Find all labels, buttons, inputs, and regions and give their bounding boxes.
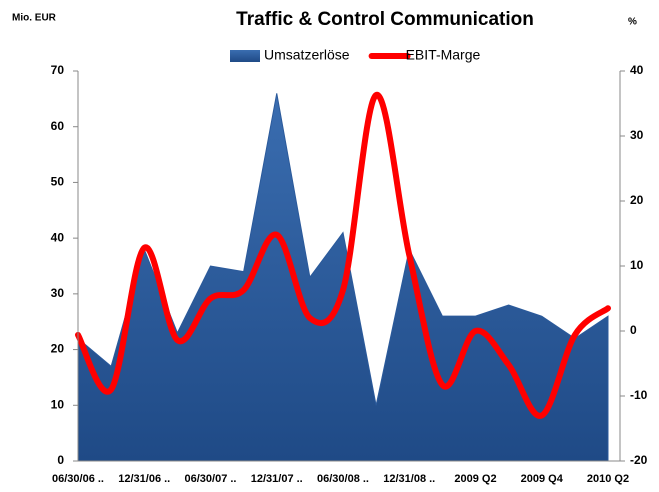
- legend-label: Umsatzerlöse: [264, 47, 350, 63]
- legend-label: EBIT-Marge: [406, 47, 481, 63]
- x-tick-label: 2009 Q4: [521, 473, 564, 485]
- chart-title: Traffic & Control Communication: [236, 9, 534, 30]
- y2-tick-label: 20: [630, 193, 644, 207]
- y-axis-label: Mio. EUR: [12, 13, 57, 24]
- y-tick-label: 60: [51, 119, 65, 133]
- x-tick-label: 06/30/06 ..: [52, 473, 104, 485]
- y2-axis-label: %: [628, 17, 637, 28]
- y-tick-label: 30: [51, 286, 65, 300]
- y2-tick-label: -10: [630, 388, 648, 402]
- y2-tick-label: 10: [630, 258, 644, 272]
- x-tick-label: 12/31/06 ..: [118, 473, 170, 485]
- y2-tick-label: 40: [630, 63, 644, 77]
- x-tick-label: 06/30/08 ..: [317, 473, 369, 485]
- legend-swatch: [230, 50, 260, 62]
- line: [75, 92, 611, 419]
- y-tick-label: 20: [51, 342, 65, 356]
- y2-tick-label: 0: [630, 323, 637, 337]
- x-tick-label: 12/31/08 ..: [383, 473, 435, 485]
- y-tick-label: 10: [51, 397, 65, 411]
- y2-tick-label: -20: [630, 453, 648, 467]
- x-tick-label: 06/30/07 ..: [185, 473, 237, 485]
- x-tick-label: 2009 Q2: [454, 473, 496, 485]
- y2-tick-label: 30: [630, 128, 644, 142]
- y-tick-label: 50: [51, 175, 65, 189]
- x-tick-label: 2010 Q2: [587, 473, 629, 485]
- x-tick-label: 12/31/07 ..: [251, 473, 303, 485]
- y-tick-label: 0: [57, 453, 64, 467]
- y-tick-label: 40: [51, 230, 65, 244]
- y-tick-label: 70: [51, 63, 65, 77]
